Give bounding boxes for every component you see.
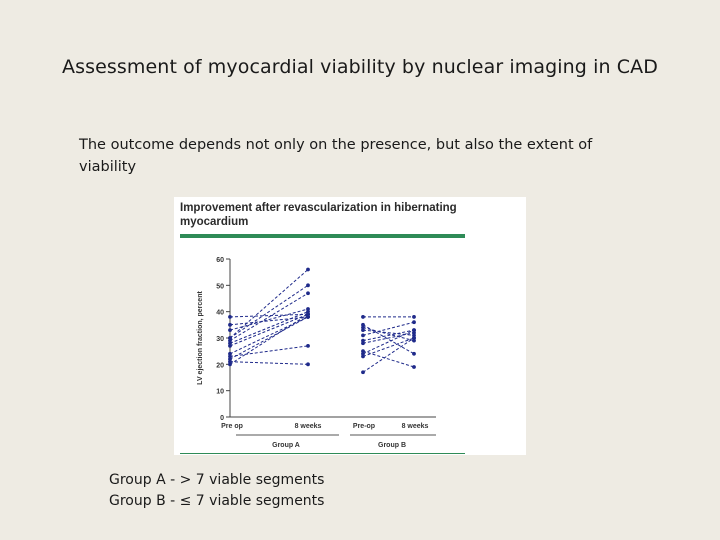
data-point — [361, 351, 365, 356]
data-point — [306, 312, 310, 317]
data-point — [361, 328, 365, 332]
data-point — [361, 341, 365, 346]
data-point — [228, 362, 232, 367]
ef-line-chart: 0 10 20 30 40 50 60 LV ejection fraction, perce… — [197, 257, 436, 449]
data-point — [412, 351, 416, 356]
y-tick-label: 60 — [216, 257, 224, 264]
data-point — [228, 328, 232, 332]
bottom-rule — [180, 453, 465, 454]
data-point — [228, 322, 232, 327]
x-tick-label: 8 weeks — [295, 423, 322, 430]
y-tick-label: 50 — [216, 283, 224, 290]
x-tick-label: Pre-op — [353, 423, 375, 430]
y-tick-label: 30 — [216, 336, 224, 343]
data-point — [228, 315, 232, 319]
series-line — [362, 329, 415, 336]
group-notes: Group A - > 7 viable segments Group B - … — [109, 470, 324, 512]
data-point — [361, 322, 365, 327]
data-point — [228, 344, 232, 348]
slide-subtitle: The outcome depends not only on the pres… — [79, 137, 593, 175]
series-line — [362, 329, 415, 355]
data-point — [361, 349, 365, 354]
series-line — [362, 337, 415, 357]
y-tick-label: 10 — [216, 389, 224, 396]
data-point — [412, 315, 416, 319]
data-point — [361, 338, 365, 343]
series-line — [229, 316, 309, 355]
data-point — [412, 336, 416, 340]
series-line — [362, 337, 415, 373]
data-point — [412, 330, 416, 335]
series-line — [362, 350, 415, 368]
data-point — [361, 354, 365, 359]
data-point — [306, 315, 310, 319]
data-point — [228, 359, 232, 364]
y-axis-label: LV ejection fraction, percent — [197, 291, 204, 385]
data-point — [228, 336, 232, 340]
chart-figure: Improvement after revascularization in h… — [174, 197, 526, 455]
note-group-a: Group A - > 7 viable segments — [109, 472, 325, 488]
y-tick-label: 20 — [216, 362, 224, 369]
note-group-b: Group B - ≤ 7 viable segments — [109, 493, 325, 509]
data-point — [306, 362, 310, 367]
series-line — [229, 313, 309, 318]
series-line — [229, 313, 309, 347]
data-point — [412, 320, 416, 325]
data-point — [412, 333, 416, 338]
data-point — [228, 341, 232, 346]
data-point — [306, 307, 310, 311]
series-line — [362, 326, 415, 342]
data-point — [361, 333, 365, 338]
group-label: Group B — [378, 442, 406, 449]
group-label: Group A — [272, 442, 300, 449]
x-tick-label: 8 weeks — [402, 423, 429, 430]
data-point — [412, 365, 416, 369]
data-point — [228, 354, 232, 359]
data-point — [412, 328, 416, 332]
data-point — [306, 267, 310, 272]
data-point — [228, 338, 232, 343]
series-line — [362, 321, 415, 336]
series-line — [229, 292, 309, 342]
series-line — [229, 269, 309, 339]
x-tick-label: Pre op — [221, 423, 243, 430]
data-point — [228, 357, 232, 361]
series-line — [229, 308, 309, 331]
series-line — [229, 345, 309, 357]
data-point — [361, 370, 365, 375]
y-tick-label: 40 — [216, 310, 224, 317]
title-rule — [180, 234, 465, 238]
series-line — [229, 361, 309, 365]
data-point — [412, 338, 416, 343]
data-point — [361, 315, 365, 319]
series-line — [362, 332, 415, 344]
data-point — [306, 309, 310, 314]
data-point — [361, 325, 365, 330]
series-line — [229, 311, 309, 344]
series-line — [229, 284, 309, 339]
chart-title: Improvement after revascularization in h… — [180, 202, 457, 228]
data-point — [306, 344, 310, 348]
data-point — [306, 291, 310, 296]
data-point — [306, 283, 310, 288]
data-point — [228, 351, 232, 356]
series-line — [229, 313, 309, 365]
series-line — [229, 316, 309, 326]
y-tick-label: 0 — [220, 415, 224, 422]
slide-title: Assessment of myocardial viability by nu… — [62, 56, 658, 78]
series-line — [362, 329, 415, 342]
